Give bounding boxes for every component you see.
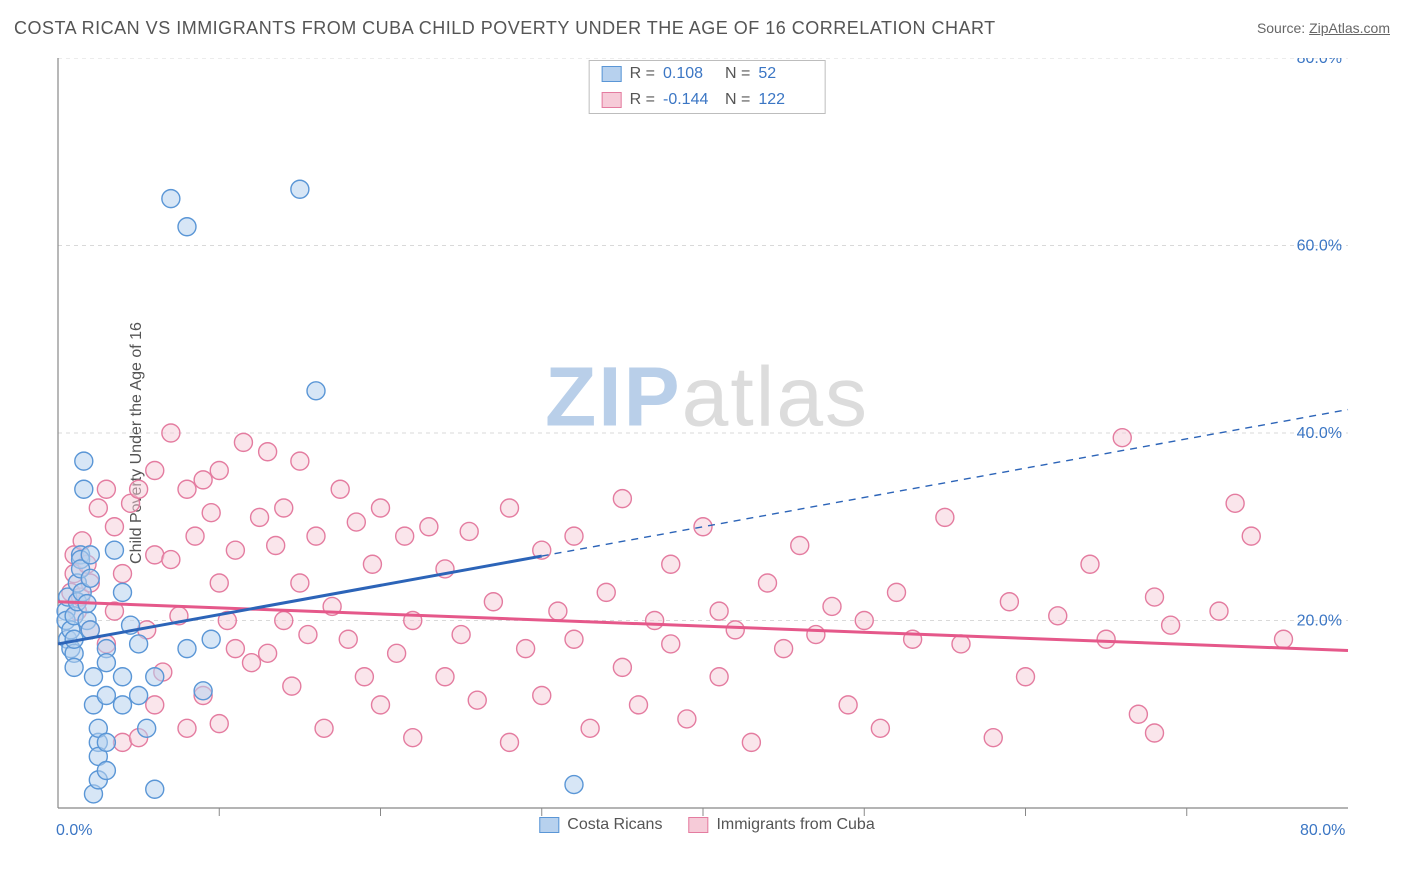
svg-text:20.0%: 20.0% [1297, 613, 1342, 630]
legend-r-label-b: R = [630, 91, 655, 109]
correlation-row-a: R = 0.108 N = 52 [590, 61, 825, 87]
legend-n-value-a: 52 [758, 65, 812, 83]
source-label: Source: ZipAtlas.com [1257, 20, 1390, 36]
correlation-row-b: R = -0.144 N = 122 [590, 87, 825, 113]
legend-n-value-b: 122 [758, 91, 812, 109]
chart-title: COSTA RICAN VS IMMIGRANTS FROM CUBA CHIL… [14, 18, 996, 39]
source-prefix: Source: [1257, 20, 1305, 36]
svg-text:80.0%: 80.0% [1297, 58, 1342, 67]
x-axis-max-label: 80.0% [1300, 822, 1345, 840]
source-link[interactable]: ZipAtlas.com [1309, 20, 1390, 36]
series-swatch-a [539, 817, 559, 833]
series-label-a: Costa Ricans [567, 816, 662, 834]
series-legend: Costa Ricans Immigrants from Cuba [539, 816, 874, 834]
legend-r-label-a: R = [630, 65, 655, 83]
series-label-b: Immigrants from Cuba [716, 816, 874, 834]
chart-area: Child Poverty Under the Age of 16 20.0%4… [52, 58, 1362, 828]
legend-n-label-b: N = [725, 91, 750, 109]
correlation-legend: R = 0.108 N = 52 R = -0.144 N = 122 [589, 60, 826, 114]
x-axis-origin-label: 0.0% [56, 822, 92, 840]
legend-swatch-a [602, 66, 622, 82]
series-legend-b: Immigrants from Cuba [688, 816, 874, 834]
legend-r-value-a: 0.108 [663, 65, 717, 83]
legend-n-label-a: N = [725, 65, 750, 83]
scatter-chart: 20.0% 40.0% 60.0% 80.0% [52, 58, 1362, 828]
series-swatch-b [688, 817, 708, 833]
series-legend-a: Costa Ricans [539, 816, 662, 834]
legend-swatch-b [602, 92, 622, 108]
svg-text:40.0%: 40.0% [1297, 425, 1342, 442]
svg-text:60.0%: 60.0% [1297, 238, 1342, 255]
legend-r-value-b: -0.144 [663, 91, 717, 109]
